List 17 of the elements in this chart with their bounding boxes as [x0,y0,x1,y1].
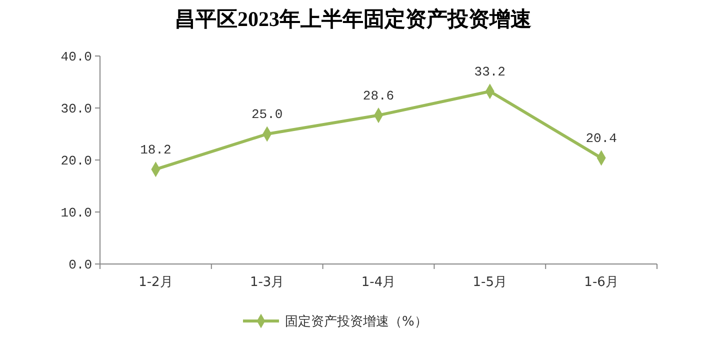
data-label: 28.6 [362,88,394,104]
x-tick-label: 1-4月 [361,275,396,290]
y-tick-label: 10.0 [60,206,92,221]
x-tick-label: 1-2月 [138,275,173,290]
x-tick-label: 1-3月 [250,275,284,290]
data-label: 18.2 [140,142,172,158]
y-tick-label: 40.0 [60,50,92,65]
data-label: 25.0 [251,107,283,122]
chart-title: 昌平区2023年上半年固定资产投资增速 [174,7,532,31]
x-tick-label: 1-6月 [584,275,618,290]
data-label: 33.2 [474,64,506,80]
legend-label: 固定资产投资增速（%） [285,314,428,330]
y-tick-label: 30.0 [60,102,92,117]
x-tick-label: 1-5月 [472,275,508,290]
y-tick-label: 20.0 [60,154,92,169]
y-tick-label: 0.0 [68,258,92,273]
data-label: 20.4 [586,130,618,146]
